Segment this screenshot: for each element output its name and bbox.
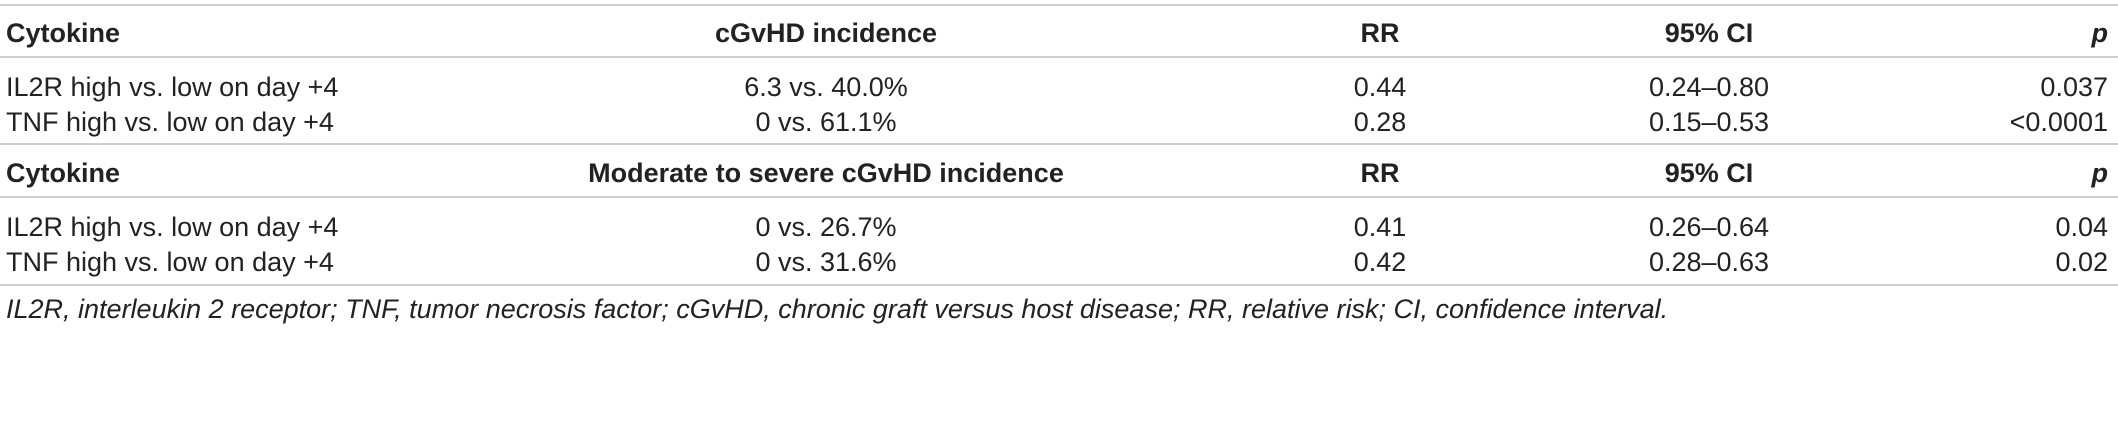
cell-cytokine: IL2R high vs. low on day +4 xyxy=(6,212,339,242)
header-incidence: Moderate to severe cGvHD incidence xyxy=(588,158,1064,188)
cell-ci: 0.15–0.53 xyxy=(1648,107,1770,137)
header-incidence: cGvHD incidence xyxy=(714,18,938,48)
header-p: p xyxy=(2091,18,2109,48)
cell-rr: 0.44 xyxy=(1353,72,1407,102)
bottom-rule xyxy=(0,284,2118,286)
cell-cytokine: IL2R high vs. low on day +4 xyxy=(6,72,339,102)
cell-p: <0.0001 xyxy=(2009,107,2108,137)
header-rr: RR xyxy=(1360,18,1400,48)
cell-p: 0.037 xyxy=(2040,72,2108,102)
header-rr: RR xyxy=(1360,158,1400,188)
cell-cytokine: TNF high vs. low on day +4 xyxy=(6,247,334,277)
cell-incidence: 6.3 vs. 40.0% xyxy=(744,72,908,102)
cell-incidence: 0 vs. 31.6% xyxy=(755,247,897,277)
header-ci: 95% CI xyxy=(1664,18,1754,48)
cell-incidence: 0 vs. 26.7% xyxy=(755,212,897,242)
cell-p: 0.02 xyxy=(2055,247,2108,277)
cell-rr: 0.41 xyxy=(1353,212,1407,242)
header-p: p xyxy=(2091,158,2109,188)
cell-rr: 0.42 xyxy=(1353,247,1407,277)
cell-incidence: 0 vs. 61.1% xyxy=(755,107,897,137)
cell-rr: 0.28 xyxy=(1353,107,1407,137)
header-cytokine: Cytokine xyxy=(6,158,121,188)
cell-ci: 0.28–0.63 xyxy=(1648,247,1770,277)
header-rule xyxy=(0,56,2118,58)
section-divider-rule xyxy=(0,143,2118,145)
cell-ci: 0.24–0.80 xyxy=(1648,72,1770,102)
header-rule xyxy=(0,196,2118,198)
cell-cytokine: TNF high vs. low on day +4 xyxy=(6,107,334,137)
cell-ci: 0.26–0.64 xyxy=(1648,212,1770,242)
top-rule xyxy=(0,4,2118,6)
table-footnote: IL2R, interleukin 2 receptor; TNF, tumor… xyxy=(6,294,1669,324)
header-ci: 95% CI xyxy=(1664,158,1754,188)
header-cytokine: Cytokine xyxy=(6,18,121,48)
cell-p: 0.04 xyxy=(2055,212,2108,242)
